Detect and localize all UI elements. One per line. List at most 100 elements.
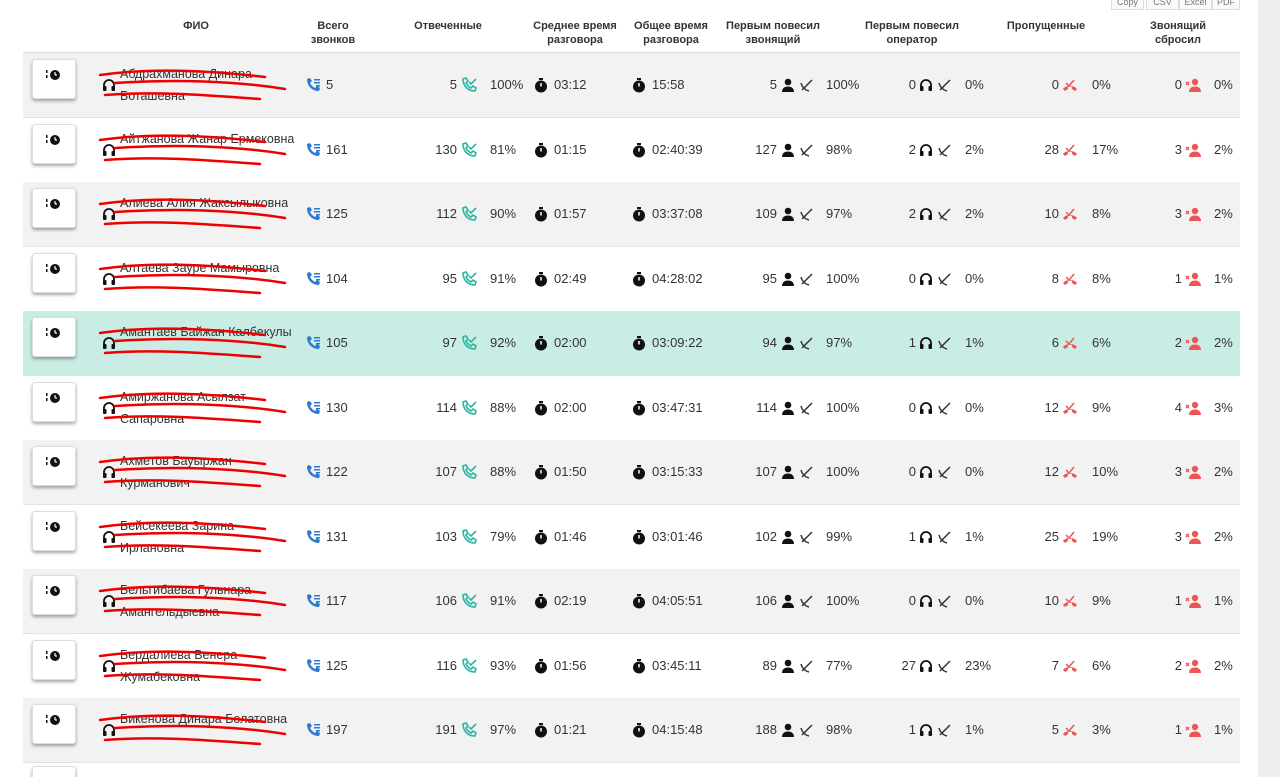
history-button[interactable] bbox=[32, 317, 76, 357]
cell-value: 107 bbox=[755, 464, 777, 479]
scrollbar bbox=[1258, 0, 1280, 777]
watch-icon bbox=[631, 400, 647, 416]
cell-value: 89 bbox=[762, 657, 777, 673]
slash-icon bbox=[799, 658, 815, 674]
history-button[interactable] bbox=[32, 381, 76, 422]
cell-value: 03:45:11 bbox=[652, 657, 702, 673]
slash-icon bbox=[937, 271, 953, 287]
cell-value: 01:46 bbox=[554, 528, 587, 544]
cell-value: 197 bbox=[326, 722, 348, 737]
history-button[interactable] bbox=[32, 188, 76, 228]
next-row-button[interactable] bbox=[32, 766, 76, 777]
operator-icon bbox=[101, 464, 117, 480]
cell-value: 130 bbox=[326, 399, 348, 415]
drop-icon bbox=[1185, 464, 1201, 480]
redaction bbox=[95, 448, 295, 498]
cell-value: 0% bbox=[965, 399, 984, 415]
slash-icon bbox=[799, 77, 815, 93]
cell-value: 7 bbox=[1051, 657, 1059, 673]
watch-icon bbox=[631, 593, 647, 609]
watch-icon bbox=[631, 206, 647, 222]
cell-value: 01:50 bbox=[554, 464, 587, 479]
cell-value: 92% bbox=[490, 335, 517, 350]
cell-value: 1% bbox=[965, 528, 984, 544]
cell-value: 0 bbox=[908, 77, 916, 92]
history-button[interactable] bbox=[32, 510, 76, 551]
column-header: Пропущенные bbox=[1006, 20, 1086, 32]
cell-value: 0 bbox=[908, 464, 916, 479]
cell-value: 15:58 bbox=[652, 77, 685, 92]
watch-icon bbox=[533, 77, 549, 93]
operator-icon bbox=[101, 529, 117, 545]
history-button[interactable] bbox=[32, 59, 76, 99]
cell-value: 94 bbox=[762, 335, 777, 350]
cell-value: 106 bbox=[755, 593, 777, 608]
cell-value: 103 bbox=[435, 528, 457, 544]
history-button[interactable] bbox=[32, 575, 76, 615]
redaction bbox=[95, 706, 295, 756]
table-row bbox=[23, 311, 1240, 376]
export-button[interactable]: CSV bbox=[1146, 0, 1179, 10]
drop-icon bbox=[1185, 271, 1201, 287]
miss-icon bbox=[1062, 77, 1078, 93]
cell-value: 1 bbox=[1174, 270, 1182, 286]
cell-value: 19% bbox=[1092, 528, 1119, 544]
miss-icon bbox=[1062, 529, 1078, 545]
operator-icon bbox=[101, 206, 117, 222]
person-icon bbox=[780, 529, 796, 545]
cell-value: 98% bbox=[826, 722, 853, 737]
export-button[interactable]: PDF bbox=[1212, 0, 1240, 10]
column-header: Общее время разговора bbox=[634, 20, 708, 46]
history-button[interactable] bbox=[32, 704, 76, 744]
cell-value: 1% bbox=[1214, 722, 1233, 737]
miss-icon bbox=[1062, 658, 1078, 674]
cell-value: 130 bbox=[435, 141, 457, 157]
pcheck-icon bbox=[461, 270, 477, 287]
cell-value: 90% bbox=[490, 206, 517, 221]
person-icon bbox=[780, 335, 796, 351]
table-row bbox=[23, 569, 1240, 634]
history-button[interactable] bbox=[32, 252, 76, 293]
watch-icon bbox=[533, 529, 549, 545]
cell-value: 03:01:46 bbox=[652, 528, 703, 544]
table-row bbox=[23, 698, 1240, 763]
cell-value: 102 bbox=[755, 528, 777, 544]
plist-icon bbox=[305, 658, 321, 674]
cell-value: 0% bbox=[965, 593, 984, 608]
cell-value: 1% bbox=[1214, 593, 1233, 608]
cell-value: 0 bbox=[908, 270, 916, 286]
head-icon bbox=[918, 464, 934, 480]
cell-value: 04:05:51 bbox=[652, 593, 703, 608]
slash-icon bbox=[799, 206, 815, 222]
miss-icon bbox=[1062, 271, 1078, 287]
cell-value: 3 bbox=[1174, 528, 1182, 544]
redaction bbox=[95, 61, 295, 111]
cell-value: 93% bbox=[490, 657, 517, 673]
cell-value: 100% bbox=[826, 399, 860, 415]
plist-icon bbox=[305, 271, 321, 287]
head-icon bbox=[918, 400, 934, 416]
slash-icon bbox=[937, 722, 953, 738]
history-button[interactable] bbox=[32, 639, 76, 680]
slash-icon bbox=[799, 271, 815, 287]
plist-icon bbox=[305, 206, 321, 222]
history-button[interactable] bbox=[32, 446, 76, 486]
redaction bbox=[95, 126, 295, 176]
cell-value: 125 bbox=[326, 206, 348, 221]
cell-value: 105 bbox=[326, 335, 348, 350]
cell-value: 77% bbox=[826, 657, 853, 673]
head-icon bbox=[918, 142, 934, 158]
head-icon bbox=[918, 722, 934, 738]
miss-icon bbox=[1062, 335, 1078, 351]
export-button[interactable]: Excel bbox=[1179, 0, 1212, 10]
cell-value: 6% bbox=[1092, 657, 1111, 673]
redaction bbox=[95, 255, 295, 305]
slash-icon bbox=[799, 464, 815, 480]
miss-icon bbox=[1062, 142, 1078, 158]
history-button[interactable] bbox=[32, 123, 76, 164]
export-button[interactable]: Copy bbox=[1111, 0, 1144, 10]
watch-icon bbox=[533, 206, 549, 222]
operator-icon bbox=[101, 142, 117, 158]
cell-value: 27 bbox=[901, 657, 916, 673]
